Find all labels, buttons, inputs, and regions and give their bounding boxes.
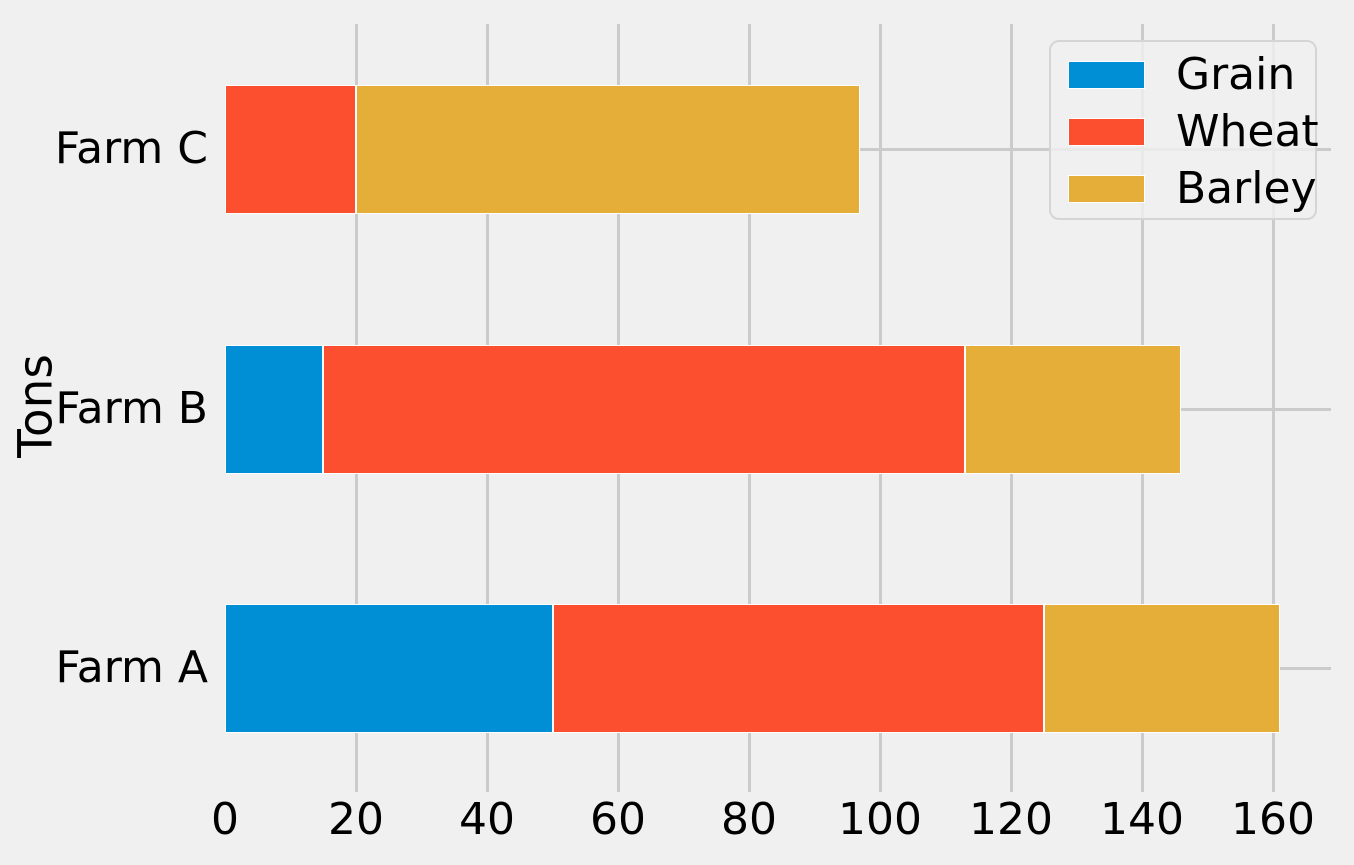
bar-segment-farm-b-barley [965,344,1182,474]
legend-label-grain: Grain [1176,49,1296,100]
x-tick-label-160: 160 [1231,794,1315,845]
legend: Grain Wheat Barley [1049,40,1319,220]
legend-swatch-wheat [1068,117,1145,146]
category-label-farm-b: Farm B [55,383,208,434]
legend-swatch-grain [1068,60,1145,89]
bar-segment-farm-c-wheat [225,84,356,214]
legend-label-wheat: Wheat [1176,106,1319,157]
legend-item-wheat: Wheat [1051,103,1319,160]
y-axis-label: Tons [8,354,64,458]
x-tick-label-120: 120 [969,794,1053,845]
bar-segment-farm-b-wheat [323,344,966,474]
bar-segment-farm-a-barley [1043,603,1280,733]
category-label-farm-c: Farm C [54,123,208,174]
bar-segment-farm-a-grain [225,603,553,733]
x-tick-label-0: 0 [211,794,239,845]
legend-swatch-barley [1068,174,1145,203]
x-tick-label-140: 140 [1100,794,1184,845]
x-tick-label-20: 20 [328,794,384,845]
x-tick-label-60: 60 [590,794,646,845]
x-tick-label-80: 80 [721,794,777,845]
legend-item-barley: Barley [1051,160,1317,217]
bar-segment-farm-c-barley [356,84,861,214]
x-tick-label-40: 40 [459,794,515,845]
legend-label-barley: Barley [1176,163,1317,214]
bar-segment-farm-a-wheat [552,603,1044,733]
x-tick-label-100: 100 [838,794,922,845]
category-label-farm-a: Farm A [55,642,209,693]
bar-segment-farm-b-grain [225,344,324,474]
legend-item-grain: Grain [1051,46,1315,103]
